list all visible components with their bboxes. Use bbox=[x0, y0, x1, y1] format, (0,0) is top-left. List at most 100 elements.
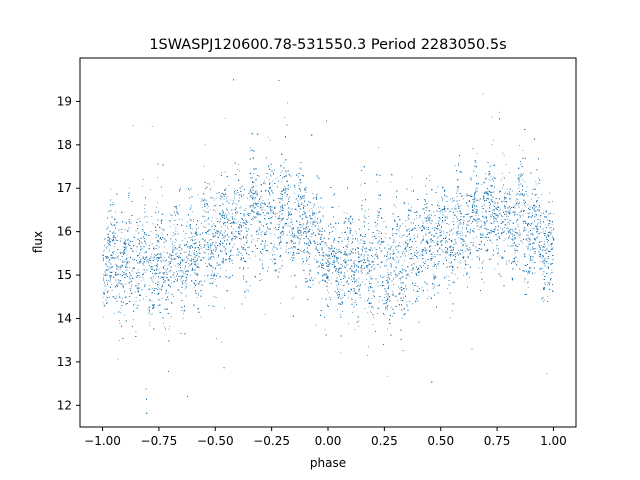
data-point bbox=[387, 279, 388, 281]
data-point bbox=[351, 242, 352, 244]
data-point bbox=[158, 240, 159, 242]
data-point bbox=[387, 295, 389, 297]
data-point bbox=[122, 297, 123, 299]
data-point bbox=[344, 238, 346, 240]
data-point bbox=[304, 190, 306, 192]
data-point bbox=[300, 215, 301, 217]
data-point bbox=[216, 273, 218, 274]
data-point bbox=[145, 258, 147, 260]
data-point bbox=[351, 269, 353, 271]
data-point bbox=[361, 272, 363, 274]
data-point bbox=[490, 195, 492, 197]
data-point bbox=[267, 199, 269, 201]
data-point bbox=[170, 214, 171, 215]
data-point bbox=[189, 255, 191, 257]
data-point bbox=[503, 221, 505, 223]
data-point bbox=[185, 273, 186, 275]
data-point bbox=[128, 240, 130, 241]
data-point bbox=[344, 266, 345, 267]
data-point bbox=[242, 222, 244, 224]
data-point bbox=[126, 269, 128, 271]
data-point bbox=[508, 259, 510, 261]
data-point bbox=[288, 207, 290, 209]
data-point bbox=[368, 306, 370, 308]
data-point bbox=[155, 272, 157, 274]
data-point bbox=[405, 296, 406, 297]
data-point bbox=[456, 221, 458, 222]
data-point bbox=[512, 260, 514, 262]
data-point bbox=[291, 221, 293, 223]
data-point bbox=[212, 305, 214, 307]
data-point bbox=[251, 197, 252, 199]
data-point bbox=[513, 234, 514, 236]
data-point bbox=[421, 253, 423, 255]
data-point bbox=[270, 174, 271, 176]
data-point bbox=[510, 238, 512, 240]
data-point bbox=[368, 346, 369, 348]
data-point bbox=[112, 225, 113, 226]
data-point bbox=[458, 200, 460, 201]
data-point bbox=[195, 261, 197, 263]
data-point bbox=[385, 308, 386, 310]
data-point bbox=[468, 224, 470, 226]
data-point bbox=[545, 223, 547, 225]
data-point bbox=[167, 299, 169, 300]
data-point bbox=[187, 221, 189, 223]
data-point bbox=[353, 262, 355, 264]
data-point bbox=[462, 251, 464, 253]
data-point bbox=[517, 250, 518, 252]
data-point bbox=[486, 212, 487, 214]
data-point bbox=[416, 275, 418, 276]
data-point bbox=[315, 247, 317, 248]
data-point bbox=[427, 289, 428, 291]
data-point bbox=[247, 240, 248, 242]
data-point bbox=[232, 218, 234, 220]
data-point bbox=[232, 213, 233, 215]
data-point bbox=[384, 237, 386, 239]
data-point bbox=[318, 225, 319, 227]
data-point bbox=[519, 217, 521, 218]
data-point bbox=[110, 222, 111, 224]
data-point bbox=[114, 232, 116, 234]
data-point bbox=[490, 204, 492, 206]
data-point bbox=[294, 202, 296, 203]
data-point bbox=[544, 245, 546, 247]
data-point bbox=[352, 311, 354, 313]
data-point bbox=[379, 236, 381, 237]
data-point bbox=[353, 267, 355, 269]
data-point bbox=[280, 197, 281, 199]
data-point bbox=[285, 189, 286, 191]
data-point bbox=[462, 235, 464, 236]
data-point bbox=[519, 176, 521, 178]
data-point bbox=[512, 245, 514, 247]
data-point bbox=[136, 273, 137, 275]
data-point bbox=[494, 228, 495, 230]
data-point bbox=[372, 256, 373, 257]
data-point bbox=[189, 260, 191, 261]
data-point bbox=[395, 206, 397, 208]
data-point bbox=[240, 222, 241, 223]
data-point bbox=[478, 200, 480, 202]
data-point bbox=[347, 253, 349, 255]
data-point bbox=[482, 93, 484, 95]
data-point bbox=[330, 245, 332, 246]
data-point bbox=[167, 308, 168, 309]
data-point bbox=[318, 282, 320, 284]
data-point bbox=[139, 277, 140, 278]
data-point bbox=[406, 274, 407, 276]
data-point bbox=[436, 250, 438, 251]
data-point bbox=[128, 238, 129, 240]
data-point bbox=[358, 277, 360, 279]
data-point bbox=[119, 266, 121, 268]
data-point bbox=[477, 219, 478, 221]
data-point bbox=[303, 214, 305, 216]
data-point bbox=[261, 231, 263, 233]
data-point bbox=[107, 301, 108, 303]
data-point bbox=[372, 249, 373, 251]
data-point bbox=[224, 225, 226, 226]
data-point bbox=[117, 358, 119, 360]
data-point bbox=[342, 297, 344, 299]
data-point bbox=[400, 256, 402, 258]
data-point bbox=[314, 220, 316, 222]
data-point bbox=[453, 214, 455, 216]
